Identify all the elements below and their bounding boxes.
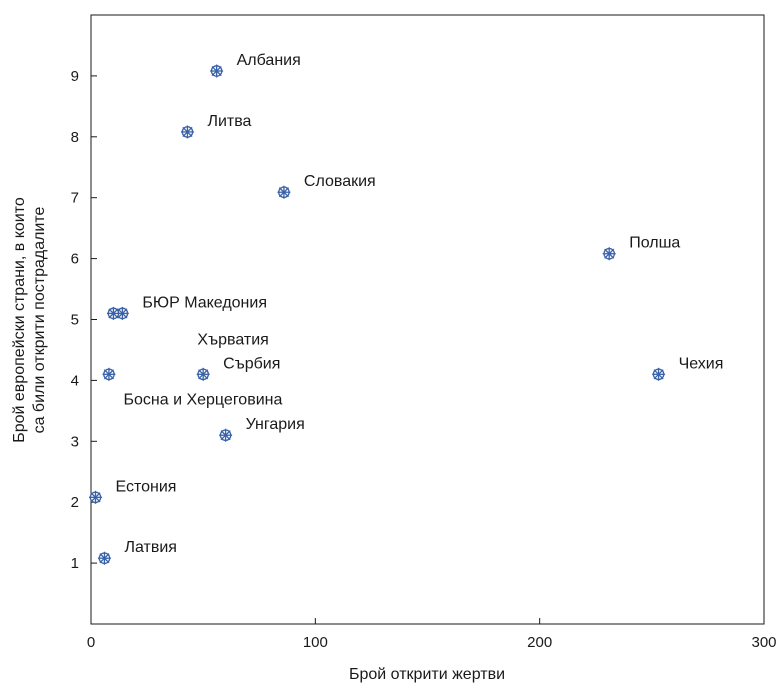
- x-tick-label: 0: [87, 634, 95, 651]
- data-point-label: Полша: [629, 235, 680, 252]
- plot-area: [90, 14, 765, 625]
- data-point: [180, 124, 195, 140]
- data-point: [88, 490, 103, 505]
- data-point-label: Сърбия: [223, 355, 280, 372]
- data-point: [602, 246, 617, 261]
- data-point: [651, 367, 666, 382]
- y-axis-title-line-1: Брой европейски страни, в които: [11, 197, 28, 443]
- data-point-label: Чехия: [679, 355, 724, 372]
- data-point: [97, 551, 112, 566]
- y-tick-label: 4: [71, 372, 79, 389]
- data-point-label: Босна и Херцеговина: [124, 391, 283, 408]
- y-tick-label: 1: [71, 555, 79, 572]
- y-tick-label: 9: [71, 68, 79, 85]
- data-point: [276, 185, 292, 200]
- data-point: [196, 367, 211, 382]
- data-point-label: Латвия: [124, 539, 176, 556]
- data-point-label: Унгария: [246, 416, 305, 433]
- data-point-label: Естония: [115, 478, 176, 495]
- y-tick-label: 3: [71, 433, 79, 450]
- data-point-label: Албания: [237, 52, 301, 69]
- data-point: [101, 367, 117, 382]
- x-axis-title: Брой открити жертви: [349, 666, 505, 683]
- x-tick-label: 100: [303, 634, 328, 651]
- y-tick-label: 8: [71, 129, 79, 146]
- data-point: [218, 428, 233, 443]
- y-tick-label: 2: [71, 494, 79, 511]
- data-point-label: БЮР Македония: [142, 294, 267, 311]
- y-axis-title-line-2: са били открити пострадалите: [31, 206, 48, 433]
- y-tick-label: 6: [71, 251, 79, 268]
- point-labels: Албания Литва Словакия Полша БЮР Македония Хъ…: [115, 52, 723, 556]
- x-tick-label: 200: [527, 634, 552, 651]
- y-tick-label: 7: [71, 190, 79, 207]
- data-point-label: Словакия: [304, 173, 376, 190]
- data-point-label: Хърватия: [197, 331, 268, 348]
- x-axis-ticks: 0 100 200 300: [87, 618, 777, 651]
- y-axis-title: Брой европейски страни, в които са били …: [11, 197, 48, 443]
- data-point-label: Литва: [207, 113, 251, 130]
- y-axis-ticks: 1 2 3 4 5 6 7 8 9: [71, 68, 97, 572]
- x-tick-label: 300: [751, 634, 776, 651]
- data-point: [209, 63, 224, 79]
- y-tick-label: 5: [71, 312, 79, 329]
- data-point: [106, 306, 121, 321]
